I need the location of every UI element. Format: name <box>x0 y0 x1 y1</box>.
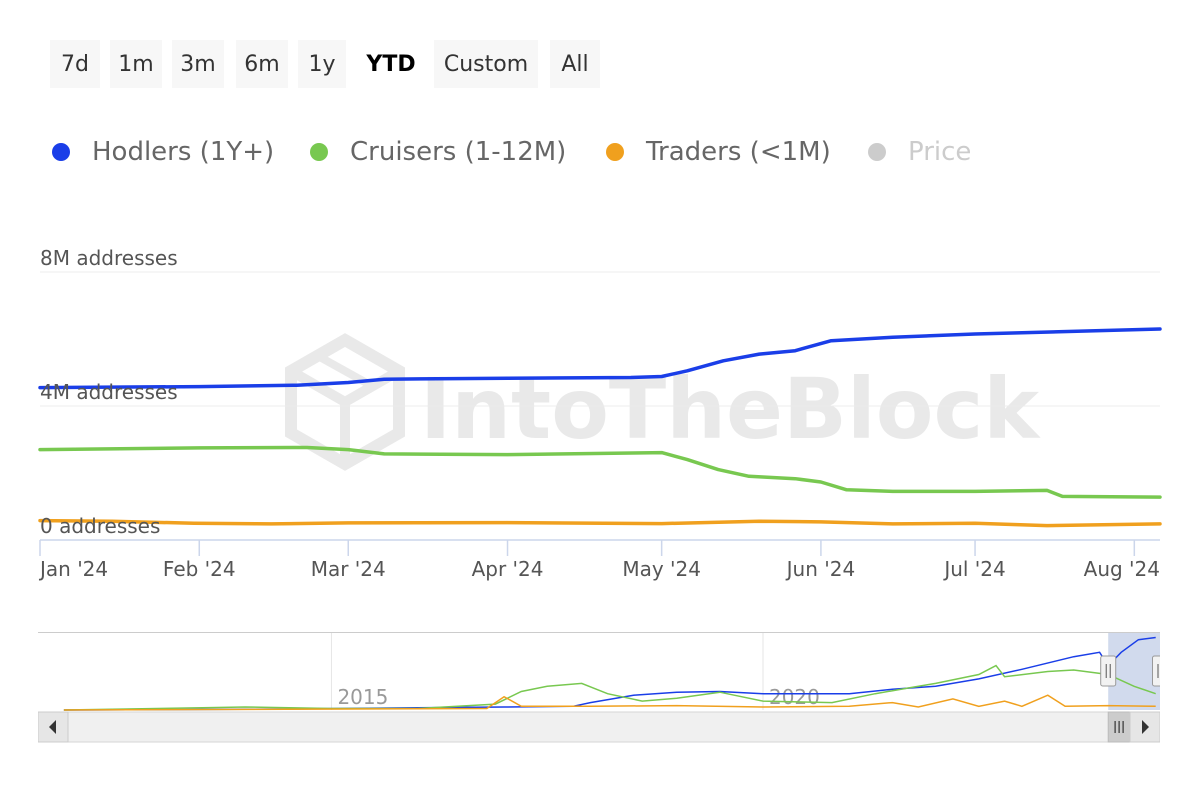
series-line-traders-1m[interactable] <box>38 518 1162 528</box>
navigator-label-2020: 2020 <box>769 685 820 709</box>
range-button-1y[interactable]: 1y <box>298 40 346 88</box>
x-tick-label-feb-24: Feb '24 <box>163 557 236 581</box>
legend-dot-traders <box>606 143 624 161</box>
legend-item-hodlers[interactable]: Hodlers (1Y+) <box>52 132 274 172</box>
navigator-scrollbar[interactable] <box>38 711 1160 743</box>
x-tick-label-aug-24: Aug '24 <box>1084 557 1160 581</box>
scrollbar-track[interactable] <box>38 711 1160 743</box>
navigator-handle-left[interactable] <box>1100 655 1117 687</box>
range-button-6m[interactable]: 6m <box>236 40 288 88</box>
legend-item-price[interactable]: Price <box>868 132 971 172</box>
watermark-text: IntoTheBlock <box>420 360 1041 458</box>
navigator-selected-range[interactable] <box>1108 633 1160 710</box>
navigator-line-traders-1m <box>63 694 1156 711</box>
range-button-3m[interactable]: 3m <box>172 40 224 88</box>
x-tick-label-may-24: May '24 <box>622 557 701 581</box>
y-tick-label-0-addresses: 0 addresses <box>40 514 160 538</box>
navigator-line-cruisers-1-12m <box>63 664 1156 711</box>
x-tick-label-jun-24: Jun '24 <box>785 557 856 581</box>
range-button-7d[interactable]: 7d <box>50 40 100 88</box>
legend-label-traders: Traders (<1M) <box>646 137 831 167</box>
main-chart: IntoTheBlock Jan '24 Feb '24 Mar '24 Apr '2… <box>38 246 1162 581</box>
y-tick-label-8m-addresses: 8M addresses <box>40 246 178 270</box>
legend-label-cruisers: Cruisers (1-12M) <box>350 137 567 167</box>
range-button-ytd[interactable]: YTD <box>356 40 426 88</box>
x-tick-label-jul-24: Jul '24 <box>942 557 1005 581</box>
navigator-series <box>63 636 1156 711</box>
x-axis: Jan '24 Feb '24 Mar '24 Apr '24 May '24 Jun '… <box>38 539 1160 581</box>
legend-dot-price <box>868 143 886 161</box>
scrollbar-grip-icon <box>1114 721 1124 733</box>
series-layer <box>38 327 1162 528</box>
legend-item-traders[interactable]: Traders (<1M) <box>606 132 831 172</box>
range-button-all[interactable]: All <box>550 40 600 88</box>
x-tick-label-mar-24: Mar '24 <box>311 557 386 581</box>
watermark: IntoTheBlock <box>285 333 1041 471</box>
navigator-line-hodlers-1y <box>63 636 1156 711</box>
y-axis-labels: 0 addresses 4M addresses 8M addresses <box>40 246 178 538</box>
legend-label-hodlers: Hodlers (1Y+) <box>92 137 275 167</box>
watermark-logo-icon <box>285 333 405 471</box>
x-tick-label-apr-24: Apr '24 <box>472 557 544 581</box>
legend-dot-cruisers <box>310 143 328 161</box>
navigator: 2015 2020 <box>38 632 1161 743</box>
navigator-handle-right[interactable] <box>1152 655 1161 687</box>
x-tick-label-jan-24: Jan '24 <box>38 557 108 581</box>
navigator-label-2015: 2015 <box>337 685 388 709</box>
legend-dot-hodlers <box>52 143 70 161</box>
series-line-cruisers-1-12m[interactable] <box>38 445 1162 499</box>
scroll-left-arrow-icon <box>49 720 56 734</box>
grid <box>40 271 1160 541</box>
legend-item-cruisers[interactable]: Cruisers (1-12M) <box>310 132 566 172</box>
range-button-1m[interactable]: 1m <box>110 40 162 88</box>
series-line-hodlers-1y[interactable] <box>38 327 1162 390</box>
navigator-grid: 2015 2020 <box>330 633 820 710</box>
scroll-right-arrow-icon <box>1142 720 1149 734</box>
y-tick-label-4m-addresses: 4M addresses <box>40 380 178 404</box>
range-button-custom[interactable]: Custom <box>434 40 538 88</box>
legend-label-price: Price <box>908 137 972 167</box>
